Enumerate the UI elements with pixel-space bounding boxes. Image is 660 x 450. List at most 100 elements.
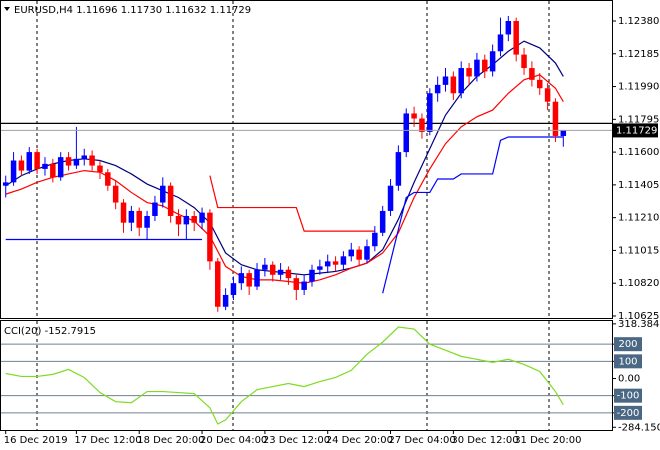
candle-body [97, 165, 103, 173]
candle-body [65, 157, 72, 166]
menu-arrow[interactable] [4, 7, 10, 11]
candle-body [529, 68, 535, 80]
y-tick-label: 1.11210 [618, 213, 659, 224]
candle-body [222, 294, 229, 307]
candle-body [364, 246, 370, 260]
candle-body [199, 212, 205, 223]
candle-body [81, 155, 87, 159]
cci-title: CCI(20) -152.7915 [4, 326, 96, 337]
y-tick-label: 1.11990 [618, 82, 659, 93]
candle-body [175, 215, 182, 225]
y-tick-label: 1.12185 [618, 49, 659, 60]
candle-body [112, 185, 119, 203]
candle-body [42, 163, 48, 169]
candle-body [372, 232, 378, 247]
candle-body [387, 185, 394, 211]
indicator-line [209, 175, 375, 232]
candle-body [128, 210, 135, 223]
candle-body [136, 210, 142, 228]
candle-body [285, 269, 292, 279]
level-label-box [614, 405, 642, 420]
candle-body [379, 210, 386, 233]
candle-body [191, 215, 197, 223]
x-tick-label: 20 Dec 04:00 [200, 435, 267, 446]
candle-body [317, 266, 323, 270]
indicator-line [382, 136, 564, 294]
candle-body [254, 269, 260, 287]
candle-body [18, 160, 25, 171]
candle-body [513, 21, 519, 55]
x-tick-label: 31 Dec 20:00 [514, 435, 581, 446]
candle-body [474, 59, 480, 77]
candle-body [536, 79, 543, 89]
candle-body [2, 182, 9, 186]
candle-body [552, 101, 559, 136]
y-tick-label: 0.00 [618, 374, 640, 385]
candle-body [57, 157, 64, 178]
candle-body [238, 273, 245, 284]
candle-body [356, 249, 362, 260]
price-label: 1.11729 [616, 125, 657, 136]
candle-body [89, 155, 95, 166]
candle-body [293, 278, 300, 290]
candle-body [403, 113, 409, 153]
candle-body [560, 130, 567, 136]
y-tick-label: -200 [617, 408, 640, 419]
candle-body [144, 215, 150, 228]
candle-body [120, 202, 127, 223]
candle-body [411, 113, 417, 119]
x-tick-label: 23 Dec 12:00 [263, 435, 330, 446]
x-tick-label: 18 Dec 20:00 [137, 435, 204, 446]
candle-body [277, 269, 284, 275]
x-tick-label: 16 Dec 2019 [4, 435, 68, 446]
y-tick-label: 1.10820 [618, 278, 659, 289]
cci-panel-frame [0, 320, 613, 431]
candle-body [505, 21, 512, 35]
candle-body [26, 152, 33, 171]
x-tick-label: 27 Dec 04:00 [389, 435, 456, 446]
candle-body [497, 34, 504, 52]
candle-body [395, 152, 402, 186]
y-tick-label: 318.3848 [618, 319, 660, 330]
candle-body [246, 273, 252, 287]
x-tick-label: 30 Dec 12:00 [451, 435, 518, 446]
candle-body [348, 249, 355, 257]
candle-body [50, 163, 56, 178]
indicator-line [5, 326, 564, 425]
candle-body [458, 68, 464, 94]
candle-body [466, 68, 472, 77]
y-tick-label: 1.11405 [618, 180, 659, 191]
y-tick-label: 1.11795 [618, 114, 659, 125]
candle-body [521, 54, 527, 69]
candle-body [332, 261, 339, 265]
candle-body [183, 215, 190, 225]
candle-body [442, 76, 449, 85]
candle-body [207, 212, 213, 262]
chart-title: EURUSD,H4 1.11696 1.11730 1.11632 1.1172… [14, 5, 251, 16]
candle-body [427, 93, 433, 132]
candle-body [34, 152, 40, 169]
candle-body [419, 118, 425, 132]
candle-body [215, 261, 221, 307]
x-tick-label: 17 Dec 12:00 [74, 435, 141, 446]
candle-body [152, 202, 158, 216]
candle-body [340, 256, 347, 265]
candle-body [262, 264, 268, 270]
y-tick-label: 200 [618, 339, 637, 350]
candle-body [167, 185, 174, 216]
main-panel-frame [0, 0, 613, 319]
candle-body [544, 88, 551, 102]
y-tick-label: 1.12380 [618, 16, 659, 27]
candle-body [269, 264, 276, 275]
candle-body [450, 76, 457, 94]
y-tick-label: 1.11015 [618, 245, 659, 256]
y-tick-label: 1.11600 [618, 147, 659, 158]
candle-body [324, 261, 331, 267]
candle-body [73, 158, 80, 166]
candle-body [105, 172, 111, 186]
candle-body [434, 84, 441, 94]
level-label-box [614, 354, 642, 369]
candle-body [160, 185, 166, 203]
